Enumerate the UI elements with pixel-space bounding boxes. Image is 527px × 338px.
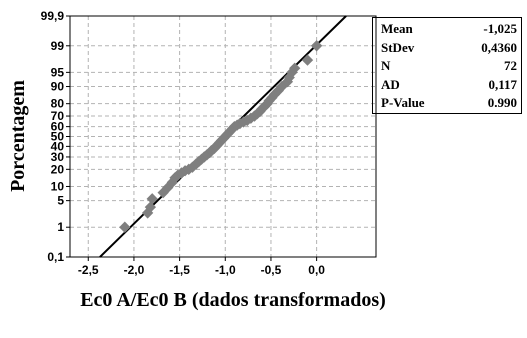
stats-table: Mean -1,025 StDev 0,4360 N 72 AD 0,117 P… — [372, 17, 522, 114]
data-point — [144, 201, 157, 213]
stat-label: Mean — [381, 21, 413, 36]
x-tick-label: 0,0 — [308, 263, 325, 277]
x-tick-label: -0,5 — [261, 263, 282, 277]
y-tick-label: 10 — [51, 179, 65, 193]
x-axis-label: Ec0 A/Ec0 B (dados transformados) — [80, 289, 386, 311]
y-tick-label: 60 — [51, 120, 65, 134]
stat-row-n: N 72 — [381, 57, 517, 76]
stat-value: 0,117 — [488, 76, 517, 92]
y-tick-label: 99,9 — [41, 9, 65, 23]
data-point — [119, 221, 131, 233]
y-tick-label: 5 — [57, 194, 64, 208]
x-tick-label: -1,0 — [215, 263, 236, 277]
y-tick-label: 40 — [51, 139, 65, 153]
stat-value: -1,025 — [483, 21, 517, 36]
data-point — [146, 193, 158, 205]
y-tick-label: 50 — [51, 130, 65, 144]
stat-value: 72 — [504, 58, 517, 73]
y-tick-label: 1 — [57, 220, 64, 234]
stat-label: P-Value — [381, 95, 425, 110]
data-points — [119, 40, 323, 233]
y-tick-label: 30 — [51, 150, 65, 164]
y-tick-label: 70 — [51, 109, 65, 123]
stat-row-pvalue: P-Value 0.990 — [381, 94, 517, 113]
y-tick-label: 99 — [51, 39, 65, 53]
data-point — [301, 54, 314, 66]
y-tick-label: 80 — [51, 97, 65, 111]
stat-row-ad: AD 0,117 — [381, 76, 517, 95]
x-tick-label: -2,0 — [124, 263, 145, 277]
stat-value: 0,4360 — [481, 39, 517, 55]
x-tick-label: -2,5 — [78, 263, 99, 277]
stat-row-mean: Mean -1,025 — [381, 20, 517, 39]
stat-label: N — [381, 58, 391, 73]
x-axis-ticks: -2,5 -2,0 -1,5 -1,0 -0,5 0,0 — [78, 257, 325, 277]
y-tick-label: 0,1 — [47, 250, 64, 264]
y-tick-label: 20 — [51, 162, 65, 176]
y-axis-label: Porcentagem — [7, 80, 29, 192]
stat-label: StDev — [381, 39, 415, 55]
y-tick-label: 95 — [51, 65, 65, 79]
stat-value: 0.990 — [487, 95, 517, 110]
y-tick-label: 90 — [51, 80, 65, 94]
x-tick-label: -1,5 — [169, 263, 190, 277]
stat-row-stdev: StDev 0,4360 — [381, 39, 517, 58]
data-point — [310, 40, 323, 52]
stat-label: AD — [381, 76, 400, 92]
